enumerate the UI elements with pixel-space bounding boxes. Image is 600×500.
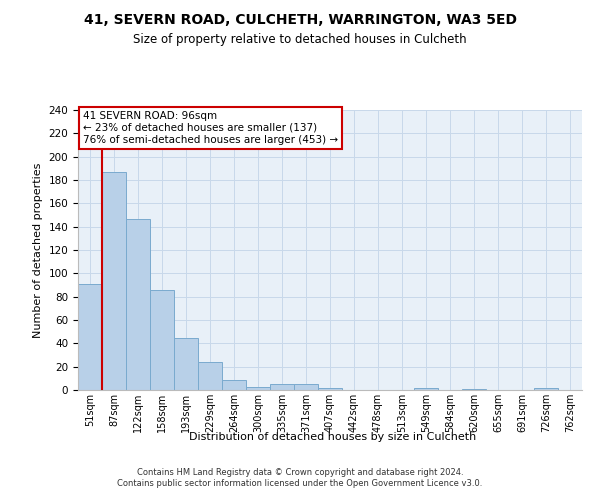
Bar: [534, 388, 558, 390]
Text: Size of property relative to detached houses in Culcheth: Size of property relative to detached ho…: [133, 32, 467, 46]
Bar: [414, 388, 438, 390]
Bar: [294, 384, 318, 390]
Y-axis label: Number of detached properties: Number of detached properties: [33, 162, 43, 338]
Bar: [198, 362, 222, 390]
Bar: [270, 384, 294, 390]
Bar: [462, 389, 486, 390]
Bar: [150, 290, 174, 390]
Text: 41, SEVERN ROAD, CULCHETH, WARRINGTON, WA3 5ED: 41, SEVERN ROAD, CULCHETH, WARRINGTON, W…: [83, 12, 517, 26]
Bar: [102, 172, 126, 390]
Text: 41 SEVERN ROAD: 96sqm
← 23% of detached houses are smaller (137)
76% of semi-det: 41 SEVERN ROAD: 96sqm ← 23% of detached …: [83, 112, 338, 144]
Bar: [126, 218, 150, 390]
Bar: [222, 380, 246, 390]
Bar: [78, 284, 102, 390]
Bar: [318, 388, 342, 390]
Bar: [174, 338, 198, 390]
Bar: [246, 386, 270, 390]
Text: Distribution of detached houses by size in Culcheth: Distribution of detached houses by size …: [190, 432, 476, 442]
Text: Contains HM Land Registry data © Crown copyright and database right 2024.
Contai: Contains HM Land Registry data © Crown c…: [118, 468, 482, 487]
